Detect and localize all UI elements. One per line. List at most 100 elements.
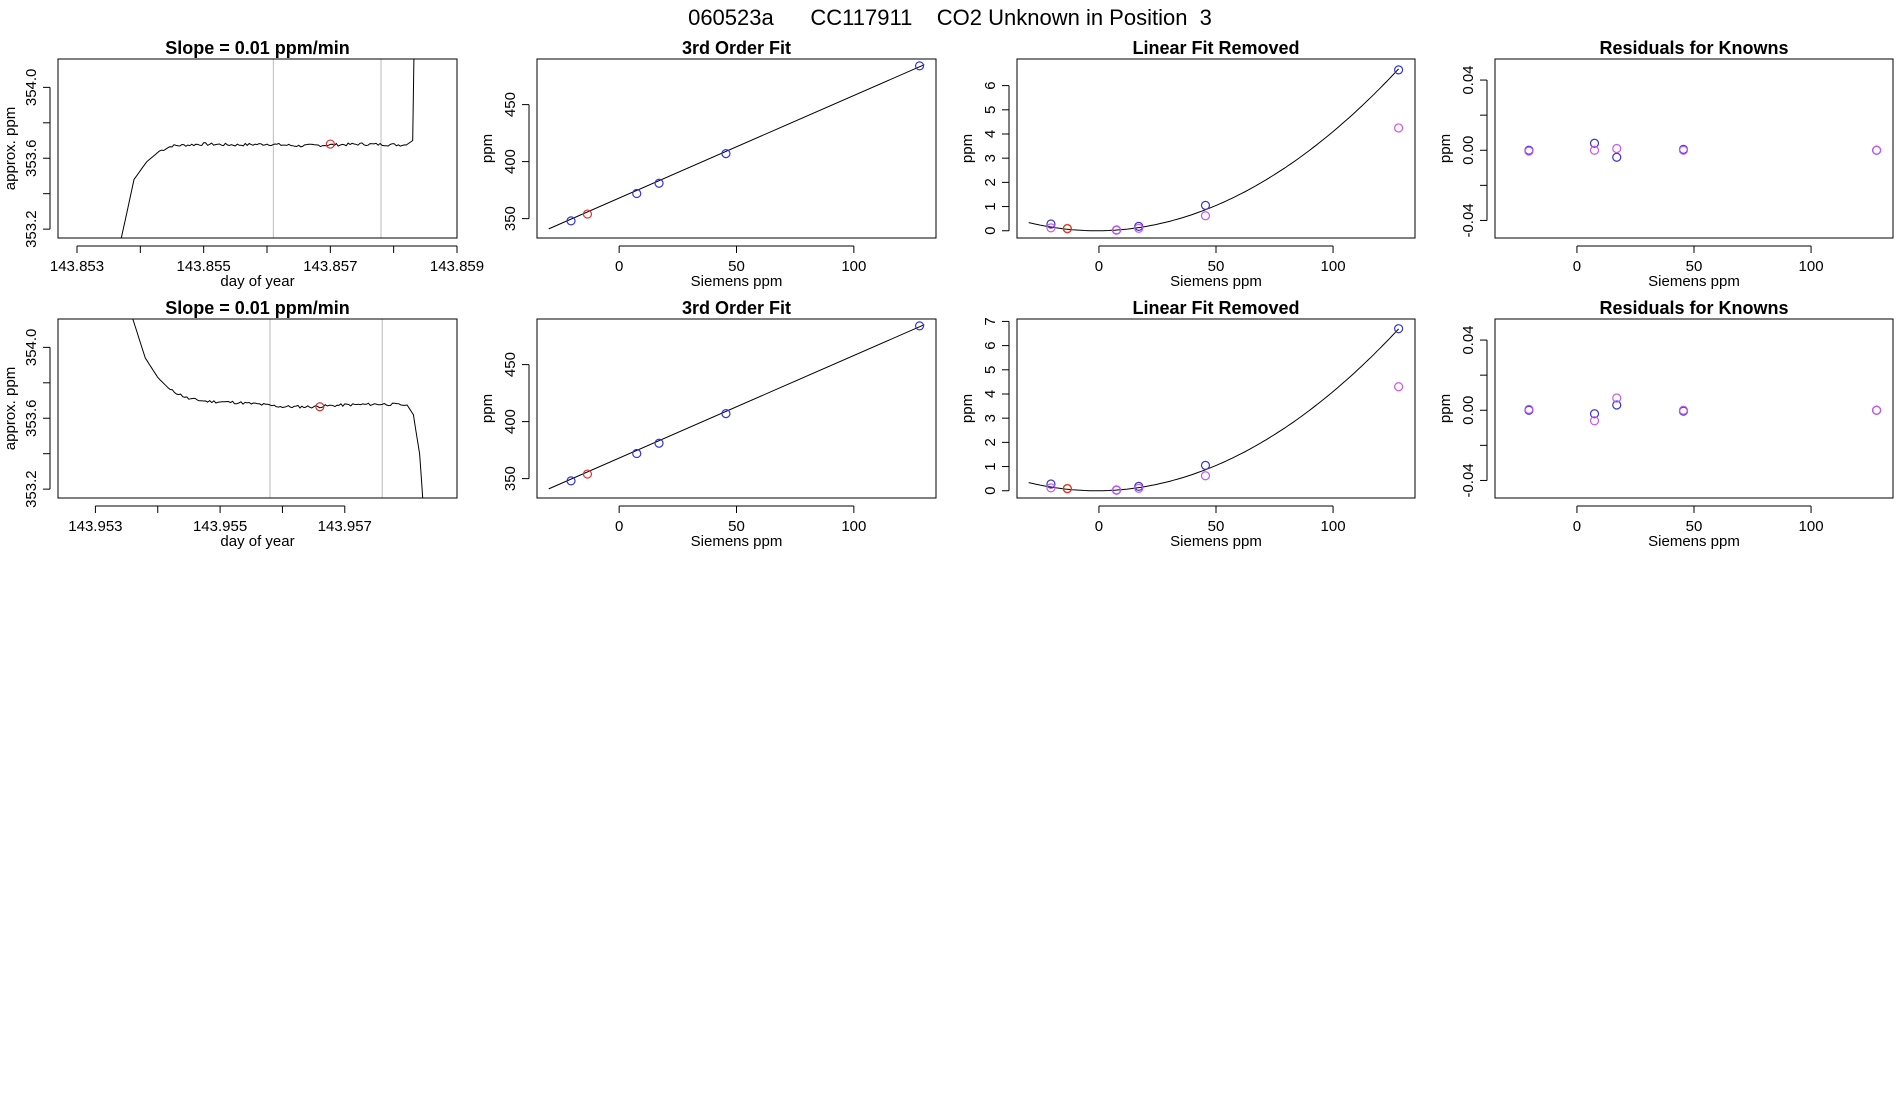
time-series-trace [132, 319, 424, 498]
time-series-trace [120, 59, 415, 238]
panels-grid: Slope = 0.01 ppm/min 143.853 143.855 143.85… [2, 38, 1894, 550]
y-tick-label: 353.2 [23, 470, 40, 508]
y-tick-label: 0.00 [1460, 136, 1477, 165]
y-tick-label: 0.04 [1460, 325, 1477, 354]
x-tick-label: 100 [841, 258, 866, 275]
panel-title: Linear Fit Removed [1132, 38, 1299, 58]
y-tick-label: 6 [982, 341, 999, 349]
data-point-blue [566, 476, 576, 486]
x-tick-label: 100 [1799, 258, 1824, 275]
data-point-blue [721, 149, 731, 159]
fit-line [548, 324, 925, 490]
y-tick-label: 7 [982, 317, 999, 325]
x-tick-label: 50 [1208, 258, 1225, 275]
x-tick-label: 50 [1686, 518, 1703, 535]
y-tick-label: 5 [982, 366, 999, 374]
data-point-blue [914, 61, 925, 71]
y-tick-label: 0 [982, 227, 999, 235]
data-point-blue [654, 178, 664, 188]
y-tick-label: 2 [982, 178, 999, 186]
plot-frame [536, 58, 937, 239]
x-tick-label: 0 [1095, 258, 1103, 275]
x-axis-label: Siemens ppm [691, 533, 783, 550]
data-point-blue [1612, 152, 1622, 162]
panel-title: Linear Fit Removed [1132, 298, 1299, 318]
data-point-blue [1046, 479, 1056, 489]
y-tick-label: 350 [502, 206, 519, 231]
y-tick-label: 354.0 [23, 69, 40, 107]
y-tick-label: 6 [982, 81, 999, 89]
mean-marker [325, 139, 335, 149]
data-point-blue [914, 321, 925, 331]
y-tick-label: 0.00 [1460, 396, 1477, 425]
fit-curve [1028, 68, 1399, 232]
panel-4: Residuals for Knowns 0 50 100 Siemens ppm -0.… [1437, 38, 1894, 290]
x-tick-label: 143.955 [193, 518, 247, 535]
x-tick-label: 143.957 [318, 518, 372, 535]
plot-frame [1016, 58, 1416, 239]
y-tick-label: 1 [982, 202, 999, 210]
y-axis-label: ppm [479, 134, 496, 163]
data-point-magenta [1394, 382, 1404, 392]
x-tick-label: 143.855 [177, 258, 231, 275]
data-point-blue [1046, 219, 1056, 229]
data-point-blue [1589, 138, 1600, 148]
y-tick-label: 4 [982, 390, 999, 398]
panel-1: Slope = 0.01 ppm/min 143.853 143.855 143.85… [2, 38, 484, 290]
panel-title: Slope = 0.01 ppm/min [165, 298, 350, 318]
plot-area [1028, 65, 1404, 235]
y-tick-label: 5 [982, 106, 999, 114]
plot-area [1524, 138, 1882, 162]
panel-3: Linear Fit Removed 0 50 100 Siemens ppm 0 1 2 3 4… [959, 38, 1416, 290]
data-point-blue [1200, 200, 1211, 210]
data-point-magenta [1589, 145, 1600, 155]
x-axis-label: Siemens ppm [1170, 273, 1262, 290]
panel-title: Residuals for Knowns [1599, 38, 1788, 58]
panel-title: Slope = 0.01 ppm/min [165, 38, 350, 58]
fit-line [548, 64, 925, 230]
x-tick-label: 100 [1321, 518, 1346, 535]
y-tick-label: 353.6 [23, 399, 40, 437]
x-axis-label: Siemens ppm [691, 273, 783, 290]
y-axis-label: ppm [479, 394, 496, 423]
data-point-magenta [1200, 471, 1211, 481]
y-tick-label: 350 [502, 466, 519, 491]
panel-6: 3rd Order Fit 0 50 100 Siemens ppm 350 400 450 p… [479, 298, 937, 550]
data-point-magenta [1111, 485, 1122, 495]
panel-2: 3rd Order Fit 0 50 100 Siemens ppm 350 400 450 p… [479, 38, 937, 290]
y-tick-label: -0.04 [1460, 203, 1477, 237]
data-point-blue [566, 216, 576, 226]
x-tick-label: 100 [1799, 518, 1824, 535]
x-axis-label: Siemens ppm [1648, 533, 1740, 550]
data-point-blue [654, 438, 664, 448]
x-tick-label: 100 [1321, 258, 1346, 275]
plot-area [1524, 393, 1882, 426]
x-tick-label: 100 [841, 518, 866, 535]
data-point-magenta [1046, 223, 1056, 233]
y-tick-label: 4 [982, 130, 999, 138]
plot-area [548, 61, 925, 230]
y-tick-label: 0.04 [1460, 65, 1477, 94]
plot-area [1028, 324, 1404, 495]
data-point-red [1062, 224, 1072, 234]
data-point-blue [1394, 65, 1404, 75]
panel-7: Linear Fit Removed 0 50 100 Siemens ppm 0 1 2 3 4… [959, 298, 1416, 550]
panel-5: Slope = 0.01 ppm/min 143.953 143.955 143.95… [2, 298, 458, 550]
x-tick-label: 143.853 [50, 258, 104, 275]
data-point-blue [1200, 460, 1211, 470]
y-tick-label: 353.2 [23, 210, 40, 248]
data-point-blue [632, 448, 642, 459]
data-point-magenta [1111, 225, 1122, 235]
data-point-magenta [1134, 223, 1144, 233]
data-point-blue [632, 188, 642, 199]
panel-title: 3rd Order Fit [682, 38, 791, 58]
plot-frame [1494, 58, 1894, 239]
panel-title: Residuals for Knowns [1599, 298, 1788, 318]
x-axis-label: day of year [220, 273, 294, 290]
y-tick-label: 2 [982, 438, 999, 446]
panel-8: Residuals for Knowns 0 50 100 Siemens ppm -0.… [1437, 298, 1894, 550]
panel-title: 3rd Order Fit [682, 298, 791, 318]
x-tick-label: 0 [1095, 518, 1103, 535]
y-axis-label: ppm [959, 134, 976, 163]
